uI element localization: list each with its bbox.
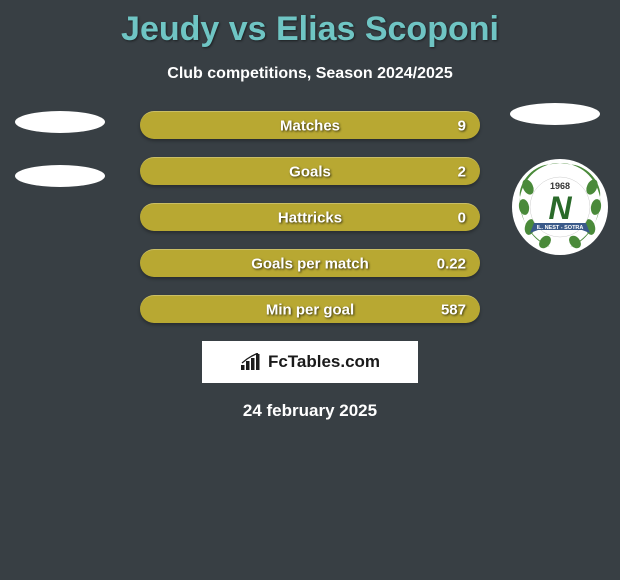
stat-value-right: 587 [441,301,466,318]
stat-label: Matches [280,117,340,134]
stat-label: Hattricks [278,209,342,226]
stat-label: Min per goal [266,301,354,318]
stat-bar: Min per goal 587 [140,295,480,323]
stat-bar: Matches 9 [140,111,480,139]
subtitle: Club competitions, Season 2024/2025 [0,65,620,83]
badge-letter: N [548,190,572,226]
stat-label: Goals per match [251,255,369,272]
badge-club-name: IL. NEST - SOTRA [537,225,584,231]
player1-club-placeholder [15,165,105,187]
comparison-title: Jeudy vs Elias Scoponi [0,0,620,49]
stat-value-right: 0.22 [437,255,466,272]
stat-bar: Goals 2 [140,157,480,185]
player2-club-badge: 1968 N IL. NEST - SOTRA [510,157,610,257]
player1-photo-placeholder [15,111,105,133]
comparison-content: 1968 N IL. NEST - SOTRA Matches 9 Goals … [0,111,620,421]
snapshot-date: 24 february 2025 [0,401,620,421]
stat-value-right: 0 [458,209,466,226]
stat-bar: Goals per match 0.22 [140,249,480,277]
stat-label: Goals [289,163,331,180]
stat-bar: Hattricks 0 [140,203,480,231]
player2-photo-placeholder [510,103,600,125]
brand-chart-icon [240,353,262,371]
stat-value-right: 9 [458,117,466,134]
stats-bars: Matches 9 Goals 2 Hattricks 0 Goals per … [140,111,480,323]
brand-box: FcTables.com [202,341,418,383]
brand-name: FcTables.com [268,352,380,372]
stat-value-right: 2 [458,163,466,180]
club-badge-icon: 1968 N IL. NEST - SOTRA [510,157,610,257]
